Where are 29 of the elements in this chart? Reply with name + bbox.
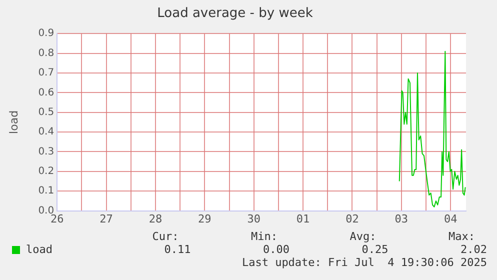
text: Avg: xyxy=(348,230,378,243)
y-tick-label: 0.4 xyxy=(38,126,54,138)
text: Min: xyxy=(250,230,278,243)
x-tick-label: 01 xyxy=(296,212,310,226)
x-tick-label: 29 xyxy=(198,212,212,226)
y-tick-label: 0.1 xyxy=(38,186,54,197)
chart-title: Load average - by week xyxy=(157,6,314,22)
legend-label: load xyxy=(26,243,52,256)
text: Last update: Fri Jul 4 19:30:06 2025 xyxy=(242,256,487,269)
y-tick-label: 0.9 xyxy=(38,28,54,40)
y-tick-label: 0.8 xyxy=(38,48,54,59)
text: 0.11 xyxy=(163,243,191,256)
y-tick-label: 0.3 xyxy=(38,146,54,158)
y-tick-label: 0.7 xyxy=(38,68,54,79)
x-tick-label: 03 xyxy=(394,212,408,226)
x-tick-label: 28 xyxy=(148,212,162,226)
text: 0.25 xyxy=(360,243,388,256)
y-axis-title: load xyxy=(7,110,20,134)
y-tick-label: 0.5 xyxy=(38,106,54,118)
x-tick-label: 27 xyxy=(100,212,113,226)
x-tick-label: 30 xyxy=(247,212,260,226)
x-tick-label: 04 xyxy=(444,212,458,226)
text: 0.00 xyxy=(262,243,290,256)
text: Cur: xyxy=(151,230,180,243)
y-tick-label: 0.2 xyxy=(38,166,54,178)
y-tick-label: 0.6 xyxy=(38,87,54,98)
text: Max: xyxy=(448,230,476,243)
x-tick-label: 02 xyxy=(346,212,359,226)
text: 2.02 xyxy=(460,243,487,256)
